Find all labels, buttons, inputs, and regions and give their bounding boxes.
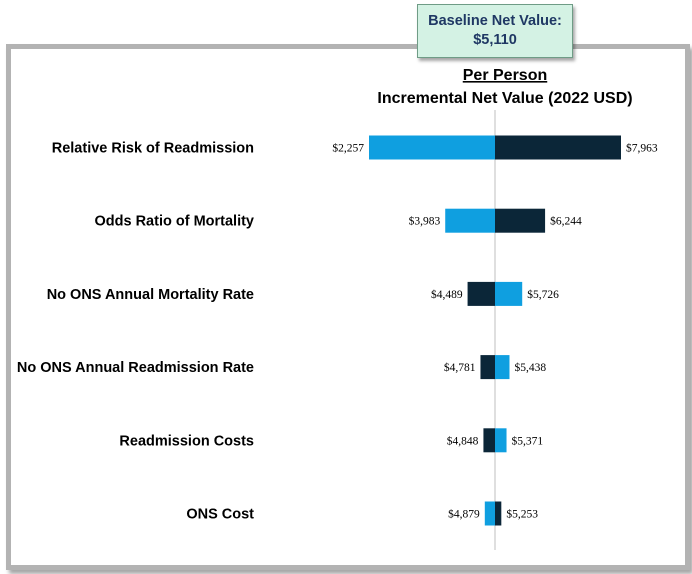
bar-light-readmission-costs	[495, 428, 507, 453]
bar-light-no-ons-annual-readmission-rate	[495, 355, 510, 380]
bar-light-ons-cost	[484, 501, 495, 526]
bar-dark-no-ons-annual-readmission-rate	[480, 355, 495, 380]
value-label-dark-no-ons-annual-readmission-rate: $4,781	[444, 361, 476, 374]
bar-dark-relative-risk-of-readmission	[495, 135, 621, 160]
bar-dark-ons-cost	[495, 501, 502, 526]
bar-light-relative-risk-of-readmission	[369, 135, 495, 160]
value-label-dark-odds-ratio-of-mortality: $6,244	[550, 215, 582, 228]
value-label-light-ons-cost: $4,879	[448, 508, 480, 521]
value-label-dark-relative-risk-of-readmission: $7,963	[626, 142, 658, 155]
value-label-light-no-ons-annual-mortality-rate: $5,726	[527, 288, 559, 301]
chart-title-line2: Incremental Net Value (2022 USD)	[377, 90, 632, 107]
baseline-value: $5,110	[473, 32, 517, 48]
baseline-label: Baseline Net Value:	[428, 13, 562, 29]
value-label-dark-no-ons-annual-mortality-rate: $4,489	[431, 288, 463, 301]
chart-frame	[6, 44, 690, 570]
category-label-no-ons-annual-readmission-rate: No ONS Annual Readmission Rate	[17, 360, 254, 376]
category-label-ons-cost: ONS Cost	[186, 507, 254, 523]
value-label-dark-ons-cost: $5,253	[506, 508, 538, 521]
value-label-light-relative-risk-of-readmission: $2,257	[332, 142, 364, 155]
bar-dark-readmission-costs	[483, 428, 495, 453]
category-label-odds-ratio-of-mortality: Odds Ratio of Mortality	[95, 214, 255, 230]
bar-light-odds-ratio-of-mortality	[445, 208, 495, 233]
value-label-light-readmission-costs: $5,371	[512, 434, 544, 447]
category-label-relative-risk-of-readmission: Relative Risk of Readmission	[52, 141, 254, 157]
value-label-light-no-ons-annual-readmission-rate: $5,438	[514, 361, 546, 374]
category-label-readmission-costs: Readmission Costs	[119, 433, 254, 449]
value-label-dark-readmission-costs: $4,848	[447, 434, 479, 447]
value-label-light-odds-ratio-of-mortality: $3,983	[409, 215, 441, 228]
bar-dark-no-ons-annual-mortality-rate	[467, 281, 495, 306]
baseline-net-value-box: Baseline Net Value: $5,110	[417, 4, 573, 58]
bar-dark-odds-ratio-of-mortality	[495, 208, 546, 233]
chart-title-line1: Per Person	[463, 67, 547, 84]
category-label-no-ons-annual-mortality-rate: No ONS Annual Mortality Rate	[47, 287, 254, 303]
bar-light-no-ons-annual-mortality-rate	[495, 281, 523, 306]
